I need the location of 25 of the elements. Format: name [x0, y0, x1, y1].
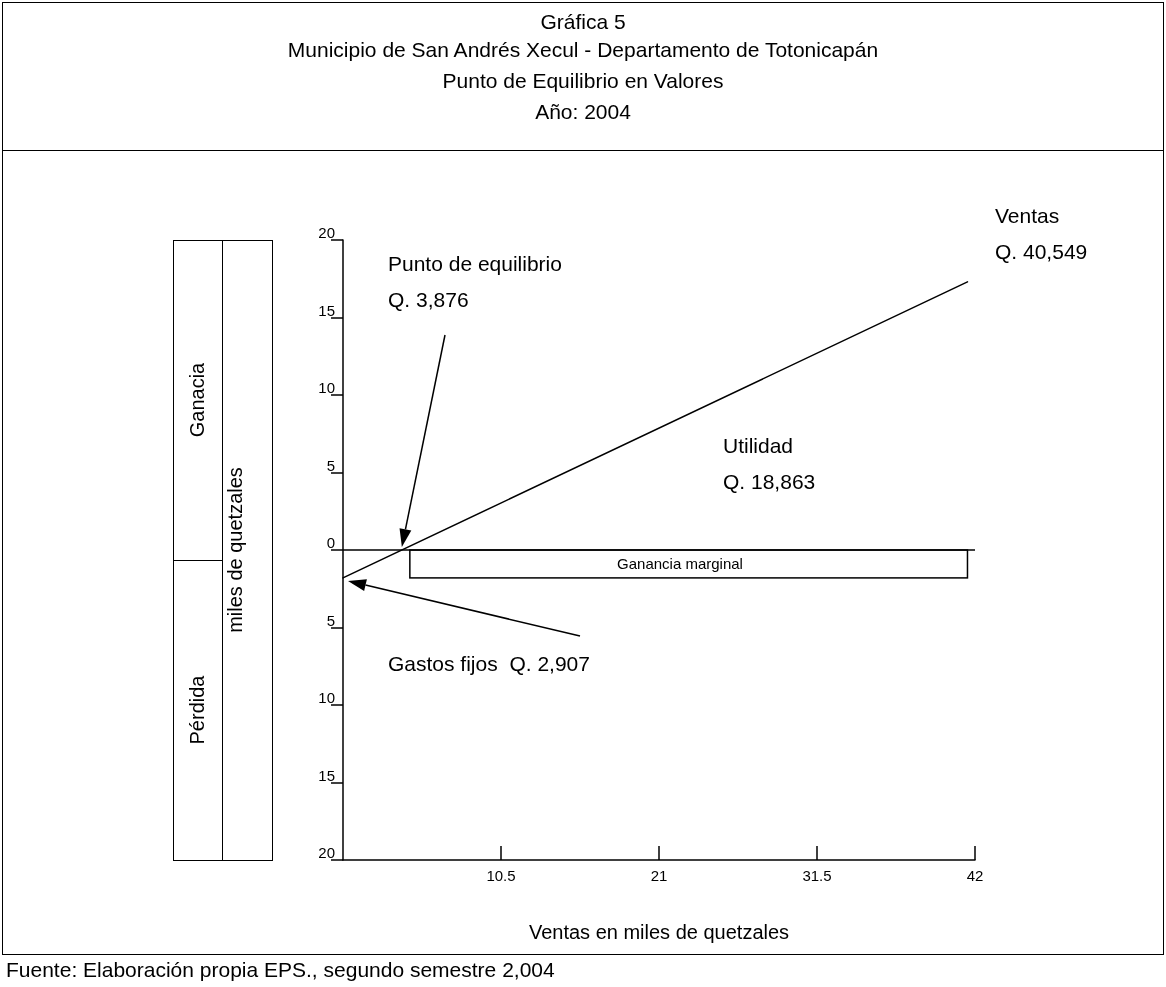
y-tick-label: 15: [318, 301, 335, 319]
y-tick-label: 10: [318, 689, 335, 706]
y-axis-title: miles de quetzales: [224, 467, 246, 633]
annotation: Ganancia marginal: [617, 555, 743, 573]
annotation: Gastos fijos Q. 2,907: [388, 651, 590, 675]
annotation: Punto de equilibrio Q. 3,876: [388, 251, 562, 311]
y-tick-label: 20: [318, 224, 335, 241]
text: Ventas Q. 40,549: [995, 203, 1088, 263]
source-note: Fuente: Elaboración propia EPS., segundo semestre 2,004: [6, 957, 555, 981]
chart-title: Gráfica 5: [540, 10, 626, 33]
text: Pérdida: [186, 674, 208, 745]
annotation: Utilidad Q. 18,863: [723, 433, 816, 493]
y-tick-label: 5: [326, 611, 335, 629]
x-axis-title: Ventas en miles de quetzales: [528, 921, 790, 943]
y-tick-label: 10: [318, 379, 335, 396]
x-tick-label: 31.5: [802, 867, 832, 884]
y-tick-label: 20: [318, 844, 335, 861]
x-tick-label: 10.5: [486, 867, 516, 884]
y-tick-label: 15: [318, 766, 335, 784]
x-tick-label: 21: [650, 867, 668, 884]
x-tick-label: 42: [966, 867, 984, 884]
chart-subtitle: Municipio de San Andrés Xecul - Departamento de Totonicapán Punto de Equilibrio en Valores Año: 2004: [287, 38, 879, 123]
text: Ganacia: [186, 361, 208, 438]
y-tick-label: 0: [326, 534, 335, 551]
y-tick-label: 5: [326, 456, 335, 474]
